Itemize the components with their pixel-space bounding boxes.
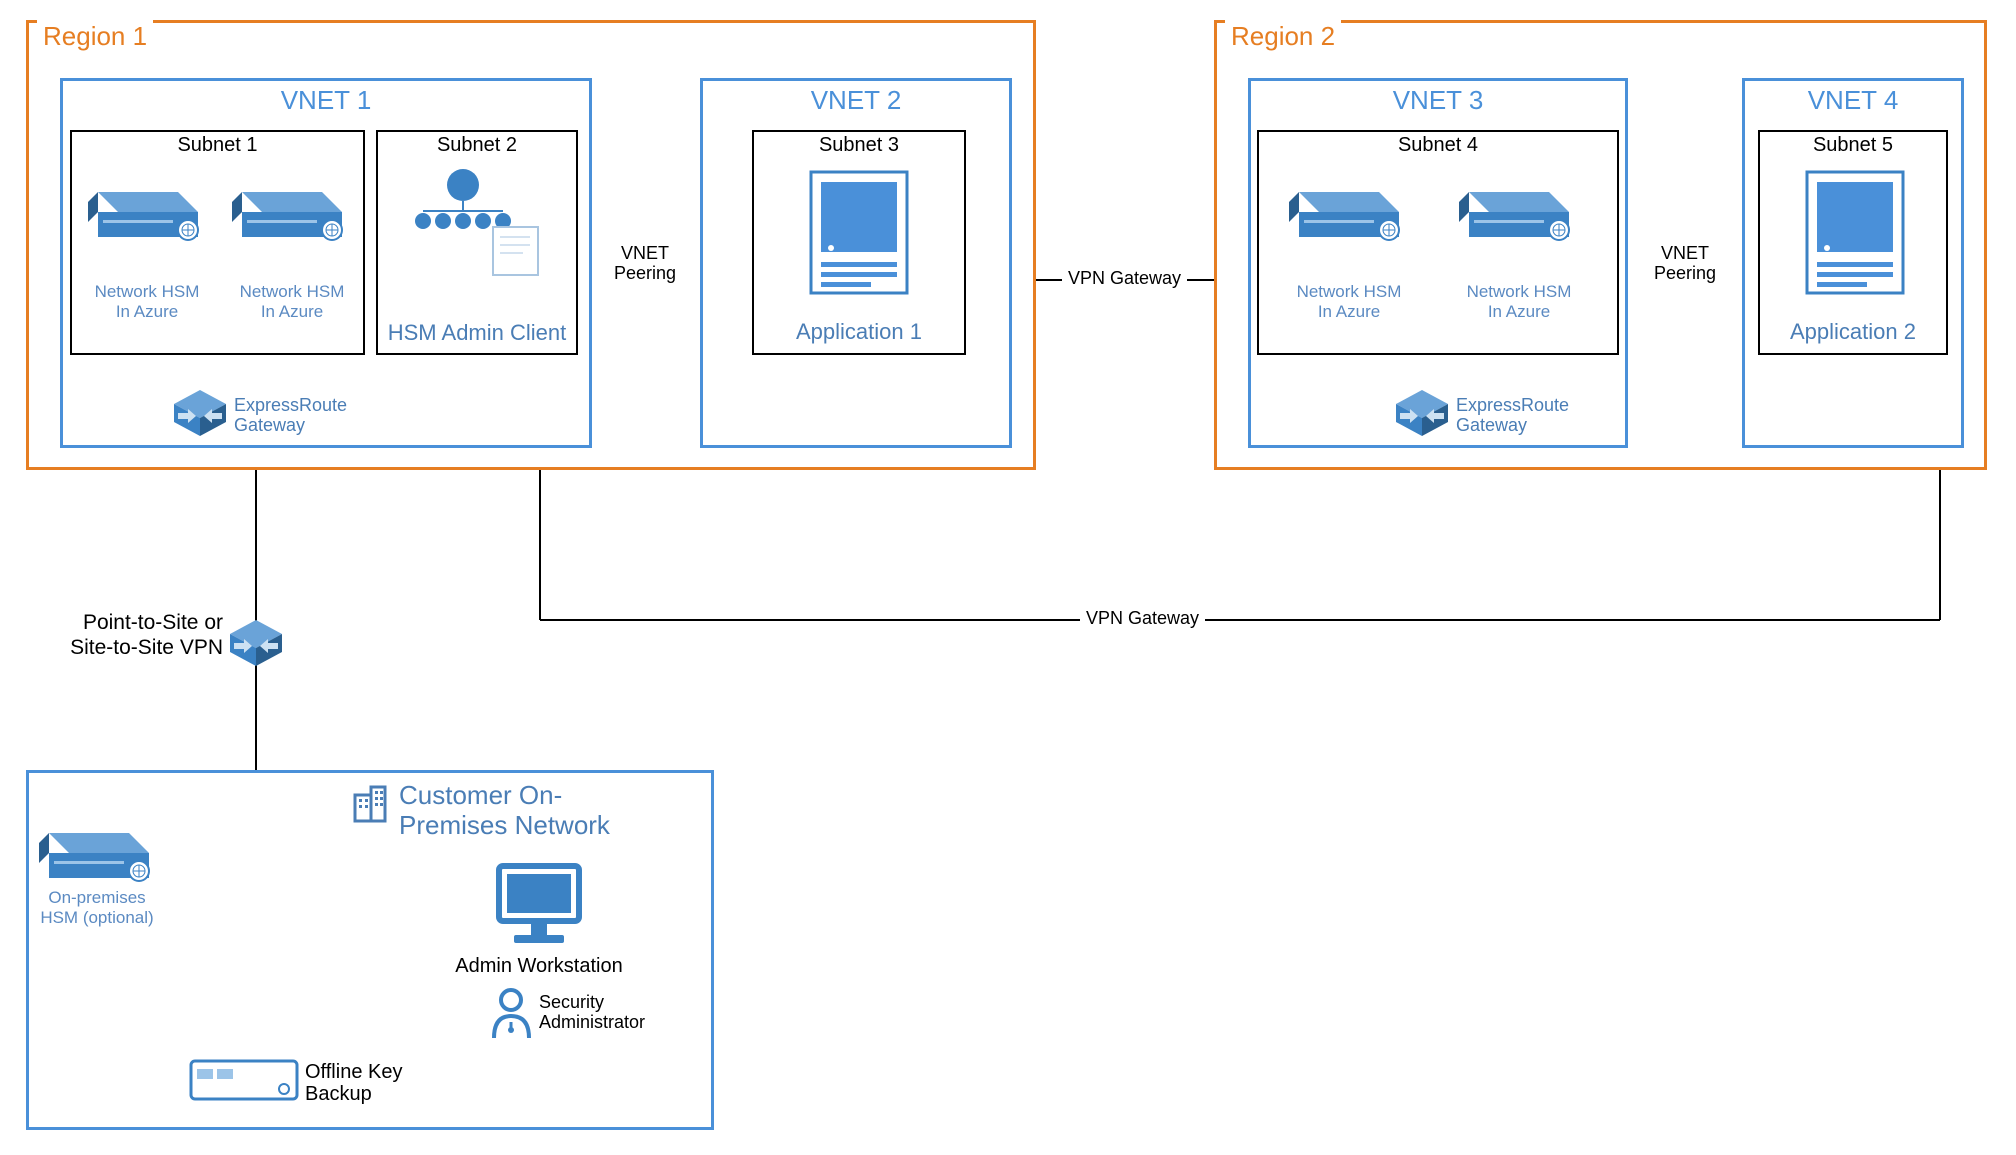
vpn-gateway-1-label: VPN Gateway	[1062, 268, 1187, 289]
onprem-hsm-label: On-premises HSM (optional)	[37, 888, 157, 927]
gateway-icon	[1392, 388, 1452, 438]
hsm-icon	[88, 172, 208, 242]
app-1-label: Application 1	[754, 319, 964, 345]
app-2-label: Application 2	[1760, 319, 1946, 345]
p2s-vpn-label: Point-to-Site or Site-to-Site VPN	[38, 610, 223, 660]
hsm-icon	[1289, 172, 1409, 242]
subnet-3-label: Subnet 3	[754, 134, 964, 157]
vnet-1-label: VNET 1	[63, 85, 589, 116]
subnet-4: Subnet 4 Network HSM In Azure Network HS…	[1257, 130, 1619, 355]
region-1-label: Region 1	[37, 19, 153, 54]
subnet-2-label: Subnet 2	[378, 134, 576, 157]
hsm-4-label: Network HSM In Azure	[1454, 282, 1584, 321]
subnet-3: Subnet 3 Application 1	[752, 130, 966, 355]
subnet-5-label: Subnet 5	[1760, 134, 1946, 157]
building-icon	[349, 783, 389, 823]
application-icon	[1805, 170, 1905, 295]
vnet-peering-2-label: VNET Peering	[1638, 244, 1732, 284]
subnet-5: Subnet 5 Application 2	[1758, 130, 1948, 355]
backup-device-icon	[189, 1059, 299, 1104]
hsm-1-label: Network HSM In Azure	[82, 282, 212, 321]
admin-client-label: HSM Admin Client	[378, 321, 576, 345]
er-gateway-2-label: ExpressRoute Gateway	[1456, 396, 1576, 436]
hsm-icon	[1459, 172, 1579, 242]
admin-client-icon	[408, 167, 548, 277]
vnet-3-label: VNET 3	[1251, 85, 1625, 116]
vnet-2-label: VNET 2	[703, 85, 1009, 116]
workstation-icon	[489, 861, 589, 946]
backup-label: Offline Key Backup	[305, 1061, 435, 1105]
onprem-network: Customer On-Premises Network On-premises…	[26, 770, 714, 1130]
hsm-3-label: Network HSM In Azure	[1284, 282, 1414, 321]
hsm-icon	[39, 813, 159, 883]
vpn-gateway-2-label: VPN Gateway	[1080, 608, 1205, 629]
subnet-1-label: Subnet 1	[72, 134, 363, 157]
region-2-label: Region 2	[1225, 19, 1341, 54]
gateway-icon	[170, 388, 230, 438]
gateway-icon	[226, 618, 286, 668]
subnet-2: Subnet 2 HSM Admin Client	[376, 130, 578, 355]
subnet-1: Subnet 1 Network HSM In Azure Network HS…	[70, 130, 365, 355]
vnet-4-label: VNET 4	[1745, 85, 1961, 116]
hsm-icon	[232, 172, 352, 242]
vnet-peering-1-label: VNET Peering	[598, 244, 692, 284]
application-icon	[809, 170, 909, 295]
hsm-2-label: Network HSM In Azure	[227, 282, 357, 321]
security-admin-label: Security Administrator	[539, 993, 669, 1033]
subnet-4-label: Subnet 4	[1259, 134, 1617, 157]
er-gateway-1-label: ExpressRoute Gateway	[234, 396, 354, 436]
person-icon	[489, 988, 534, 1043]
workstation-label: Admin Workstation	[449, 955, 629, 978]
onprem-title: Customer On-Premises Network	[399, 781, 649, 841]
